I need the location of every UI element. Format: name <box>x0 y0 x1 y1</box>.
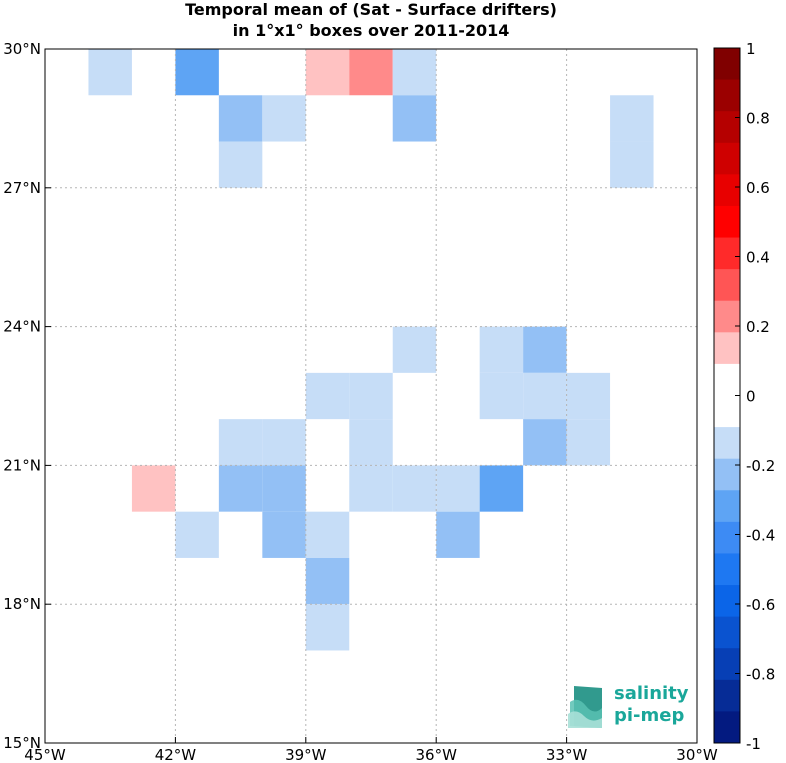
colorbar-segment <box>714 521 740 554</box>
data-cell <box>566 372 611 420</box>
data-cell <box>305 604 350 651</box>
colorbar-segment <box>714 111 740 144</box>
colorbar-label: 0.2 <box>746 318 770 336</box>
data-cell <box>392 49 437 96</box>
colorbar-label: 0.6 <box>746 179 770 197</box>
data-cell <box>305 557 350 605</box>
logo-line2: pi-mep <box>614 705 685 726</box>
colorbar-segment <box>714 490 740 523</box>
y-tick-label: 27°N <box>3 179 41 197</box>
data-cell <box>566 419 611 466</box>
colorbar: 1 0.8 0.6 0.4 0.2 0 -0.2 -0.4 -0.6 -0.8 -1 <box>713 40 775 753</box>
data-cell <box>305 49 350 96</box>
colorbar-segment <box>714 269 740 302</box>
colorbar-label: 0.8 <box>746 110 770 128</box>
data-cell <box>305 511 350 558</box>
colorbar-label: -0.8 <box>746 666 775 684</box>
data-cell <box>218 419 263 466</box>
colorbar-label: -1 <box>746 735 761 753</box>
data-cell <box>523 372 567 420</box>
chart-subtitle: in 1°x1° boxes over 2011-2014 <box>232 21 510 40</box>
colorbar-segment <box>714 142 740 175</box>
colorbar-segment <box>714 79 740 112</box>
data-cell <box>262 419 306 466</box>
colorbar-segment <box>714 458 740 491</box>
colorbar-segment <box>714 553 740 586</box>
data-cell <box>218 141 263 188</box>
x-tick-label: 30°W <box>676 746 718 763</box>
colorbar-label: 0 <box>746 388 756 406</box>
data-cell <box>218 465 263 512</box>
colorbar-segment <box>714 363 740 396</box>
data-cell <box>262 511 306 558</box>
data-cell <box>479 465 524 512</box>
grid-lines <box>45 49 697 743</box>
data-cell <box>392 465 437 512</box>
x-axis: 45°W 42°W 39°W 36°W 33°W 30°W <box>24 737 718 763</box>
data-cell <box>349 419 393 466</box>
chart-title: Temporal mean of (Sat - Surface drifters… <box>185 0 557 19</box>
data-cell <box>523 326 567 373</box>
colorbar-segment <box>714 616 740 649</box>
data-cell <box>436 511 480 558</box>
colorbar-segment <box>714 585 740 618</box>
colorbar-segment <box>714 332 740 365</box>
colorbar-segment <box>714 205 740 239</box>
data-cell <box>88 49 132 96</box>
colorbar-segment <box>714 48 740 81</box>
colorbar-label: -0.2 <box>746 457 775 475</box>
y-tick-label: 24°N <box>3 318 41 336</box>
data-cell <box>349 465 393 512</box>
data-cell <box>523 419 567 466</box>
data-cell <box>349 49 393 96</box>
colorbar-segment <box>714 679 740 712</box>
salinity-pimep-logo <box>568 686 602 728</box>
data-cell <box>349 372 393 420</box>
data-cell <box>175 49 219 96</box>
data-cell <box>131 465 176 512</box>
x-tick-label: 42°W <box>155 746 197 763</box>
colorbar-segment <box>714 648 740 681</box>
data-cell <box>262 95 306 142</box>
colorbar-segment <box>714 427 740 460</box>
colorbar-segment <box>714 300 740 333</box>
y-tick-label: 15°N <box>3 734 41 752</box>
colorbar-segment <box>714 237 740 270</box>
data-cell <box>262 465 306 512</box>
data-cell <box>436 465 480 512</box>
colorbar-label: 1 <box>746 40 756 58</box>
y-tick-label: 18°N <box>3 595 41 613</box>
data-cell <box>175 511 219 558</box>
data-cell <box>610 95 654 142</box>
x-tick-label: 33°W <box>546 746 588 763</box>
data-cell <box>610 141 654 188</box>
colorbar-label: -0.4 <box>746 527 775 545</box>
data-cell <box>218 95 263 142</box>
y-tick-label: 21°N <box>3 456 41 474</box>
colorbar-segment <box>714 174 740 207</box>
data-cell <box>479 372 524 420</box>
x-tick-label: 39°W <box>285 746 327 763</box>
colorbar-label: -0.6 <box>746 596 775 614</box>
x-tick-label: 36°W <box>415 746 457 763</box>
y-tick-label: 30°N <box>3 40 41 58</box>
data-cell <box>479 326 524 373</box>
x-tick-label: 45°W <box>24 746 66 763</box>
y-axis: 15°N 18°N 21°N 24°N 27°N 30°N <box>3 40 51 752</box>
data-cell <box>392 326 437 373</box>
colorbar-segment <box>714 395 740 428</box>
data-cell <box>392 95 437 142</box>
logo-line1: salinity <box>614 683 689 704</box>
colorbar-label: 0.4 <box>746 249 770 267</box>
data-cells <box>88 49 654 651</box>
plot-frame <box>44 48 698 744</box>
data-cell <box>305 372 350 420</box>
colorbar-segment <box>714 711 740 744</box>
